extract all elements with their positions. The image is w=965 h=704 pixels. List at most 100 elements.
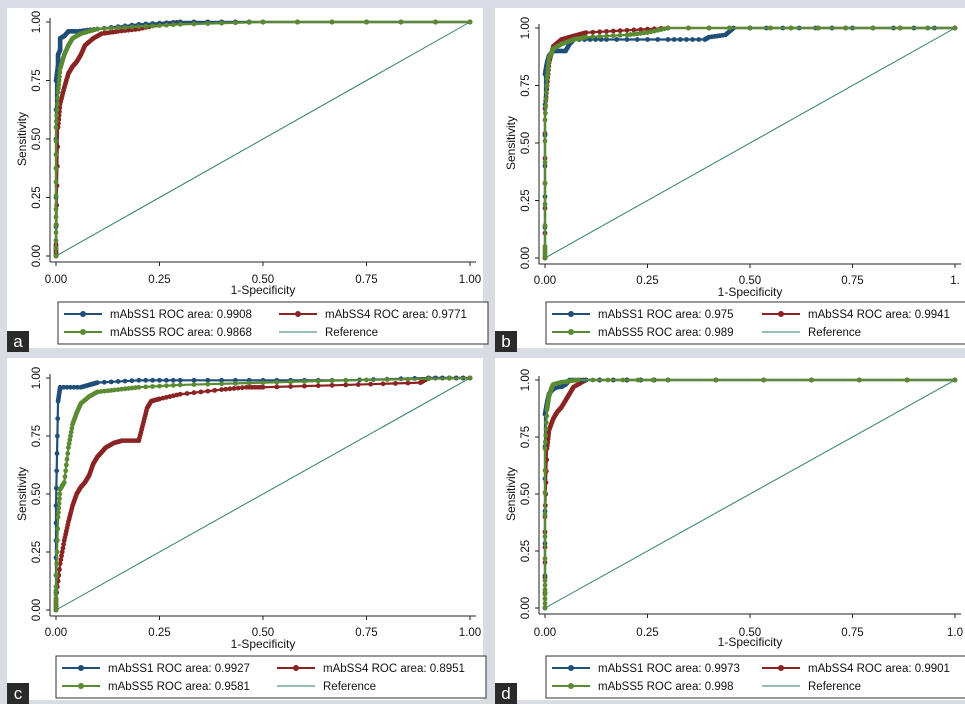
legend-marker-mAbSS5 [78, 683, 84, 689]
data-point [246, 380, 252, 386]
panel-background [495, 8, 965, 348]
legend-label-mAbSS1: mAbSS1 ROC area: 0.975 [598, 309, 734, 321]
data-point [542, 117, 548, 123]
data-point [543, 103, 549, 109]
x-tick-label: 1.00 [459, 627, 481, 639]
data-point [136, 384, 142, 390]
data-point [101, 26, 107, 32]
data-point [686, 25, 691, 31]
data-point [205, 388, 211, 394]
data-point [65, 451, 71, 456]
y-tick-label: 1.00 [520, 369, 532, 391]
y-tick-label: 0.25 [31, 186, 43, 208]
x-tick-label: 0.50 [252, 627, 274, 639]
panel-background [495, 358, 965, 700]
data-point [364, 19, 369, 25]
legend-label-mAbSS4: mAbSS4 ROC area: 0.9941 [808, 309, 950, 321]
data-point [467, 19, 473, 25]
data-point [57, 496, 62, 502]
data-point [604, 37, 609, 42]
data-point [54, 451, 60, 456]
data-point [108, 25, 114, 31]
data-point [66, 445, 71, 450]
data-point [57, 561, 63, 566]
data-point [405, 376, 411, 382]
data-point [53, 588, 59, 594]
data-point [542, 601, 548, 606]
data-point [56, 505, 62, 511]
data-point [542, 446, 548, 451]
x-tick-label: 0.25 [148, 627, 170, 639]
data-point [157, 377, 162, 383]
data-point [205, 21, 211, 26]
x-tick-label: 0.00 [534, 627, 556, 639]
data-point [205, 381, 211, 387]
x-tick-label: 0.25 [636, 627, 658, 639]
legend-box [545, 655, 965, 699]
legend-label-mAbSS1: mAbSS1 ROC area: 0.9908 [110, 309, 252, 321]
data-point [665, 377, 671, 383]
data-point [624, 37, 630, 42]
series-line-reference [544, 379, 956, 609]
data-point [315, 383, 321, 389]
legend-label-mAbSS5: mAbSS5 ROC area: 0.998 [598, 681, 734, 693]
data-point [55, 416, 61, 421]
data-point [690, 37, 695, 42]
data-point [170, 377, 176, 383]
data-point [713, 377, 719, 383]
data-point [856, 377, 862, 383]
roc-panel-c: 0.00 0.25 0.50 0.75 1.00 0.00 0.25 0.50 0.75 1.00… [7, 358, 487, 704]
data-point [368, 381, 374, 387]
data-point [638, 27, 644, 32]
x-tick-label: 0.75 [355, 627, 377, 639]
legend-marker-mAbSS5 [568, 683, 574, 689]
legend-label-reference: Reference [808, 681, 861, 693]
data-point [542, 556, 548, 561]
x-axis-label: 1-Specificity [231, 283, 296, 297]
data-point [191, 377, 197, 383]
x-tick-label: 1. [950, 275, 960, 287]
data-point [604, 29, 609, 34]
data-point [617, 28, 623, 34]
data-point [610, 33, 616, 39]
data-point [61, 480, 67, 485]
data-point [843, 25, 849, 31]
y-tick-label: 1.00 [31, 11, 43, 33]
data-point [231, 386, 237, 391]
data-point [671, 37, 677, 42]
data-point [53, 584, 59, 590]
data-point [164, 383, 169, 389]
data-point [650, 377, 656, 383]
data-point [768, 25, 773, 31]
data-point [809, 377, 814, 383]
data-point [57, 567, 62, 572]
data-point [542, 587, 548, 593]
y-tick-label: 0.25 [520, 189, 532, 211]
legend-marker-mAbSS5 [80, 329, 86, 335]
data-point [53, 138, 59, 144]
data-point [63, 462, 69, 468]
y-axis-label: Sensitivity [504, 467, 518, 521]
data-point [543, 420, 549, 425]
data-point [59, 549, 65, 555]
series-line-reference [55, 21, 471, 257]
legend-label-reference: Reference [323, 681, 376, 693]
legend: mAbSS1 ROC area: 0.975 mAbSS4 ROC area: 0… [545, 301, 965, 345]
data-point [64, 456, 70, 462]
data-point [542, 159, 548, 165]
data-point [542, 596, 548, 602]
data-point [95, 26, 100, 32]
data-point [590, 377, 596, 383]
data-point [219, 20, 225, 26]
data-point [191, 382, 197, 387]
data-point [543, 426, 549, 432]
data-point [426, 376, 431, 382]
panel-letter: b [501, 332, 510, 351]
data-point [706, 25, 712, 31]
data-point [150, 384, 156, 389]
series-markers-mAbSS5 [542, 377, 958, 611]
legend-marker-mAbSS1 [568, 311, 574, 317]
data-point [101, 379, 107, 385]
data-point [108, 379, 114, 385]
data-point [329, 378, 335, 384]
